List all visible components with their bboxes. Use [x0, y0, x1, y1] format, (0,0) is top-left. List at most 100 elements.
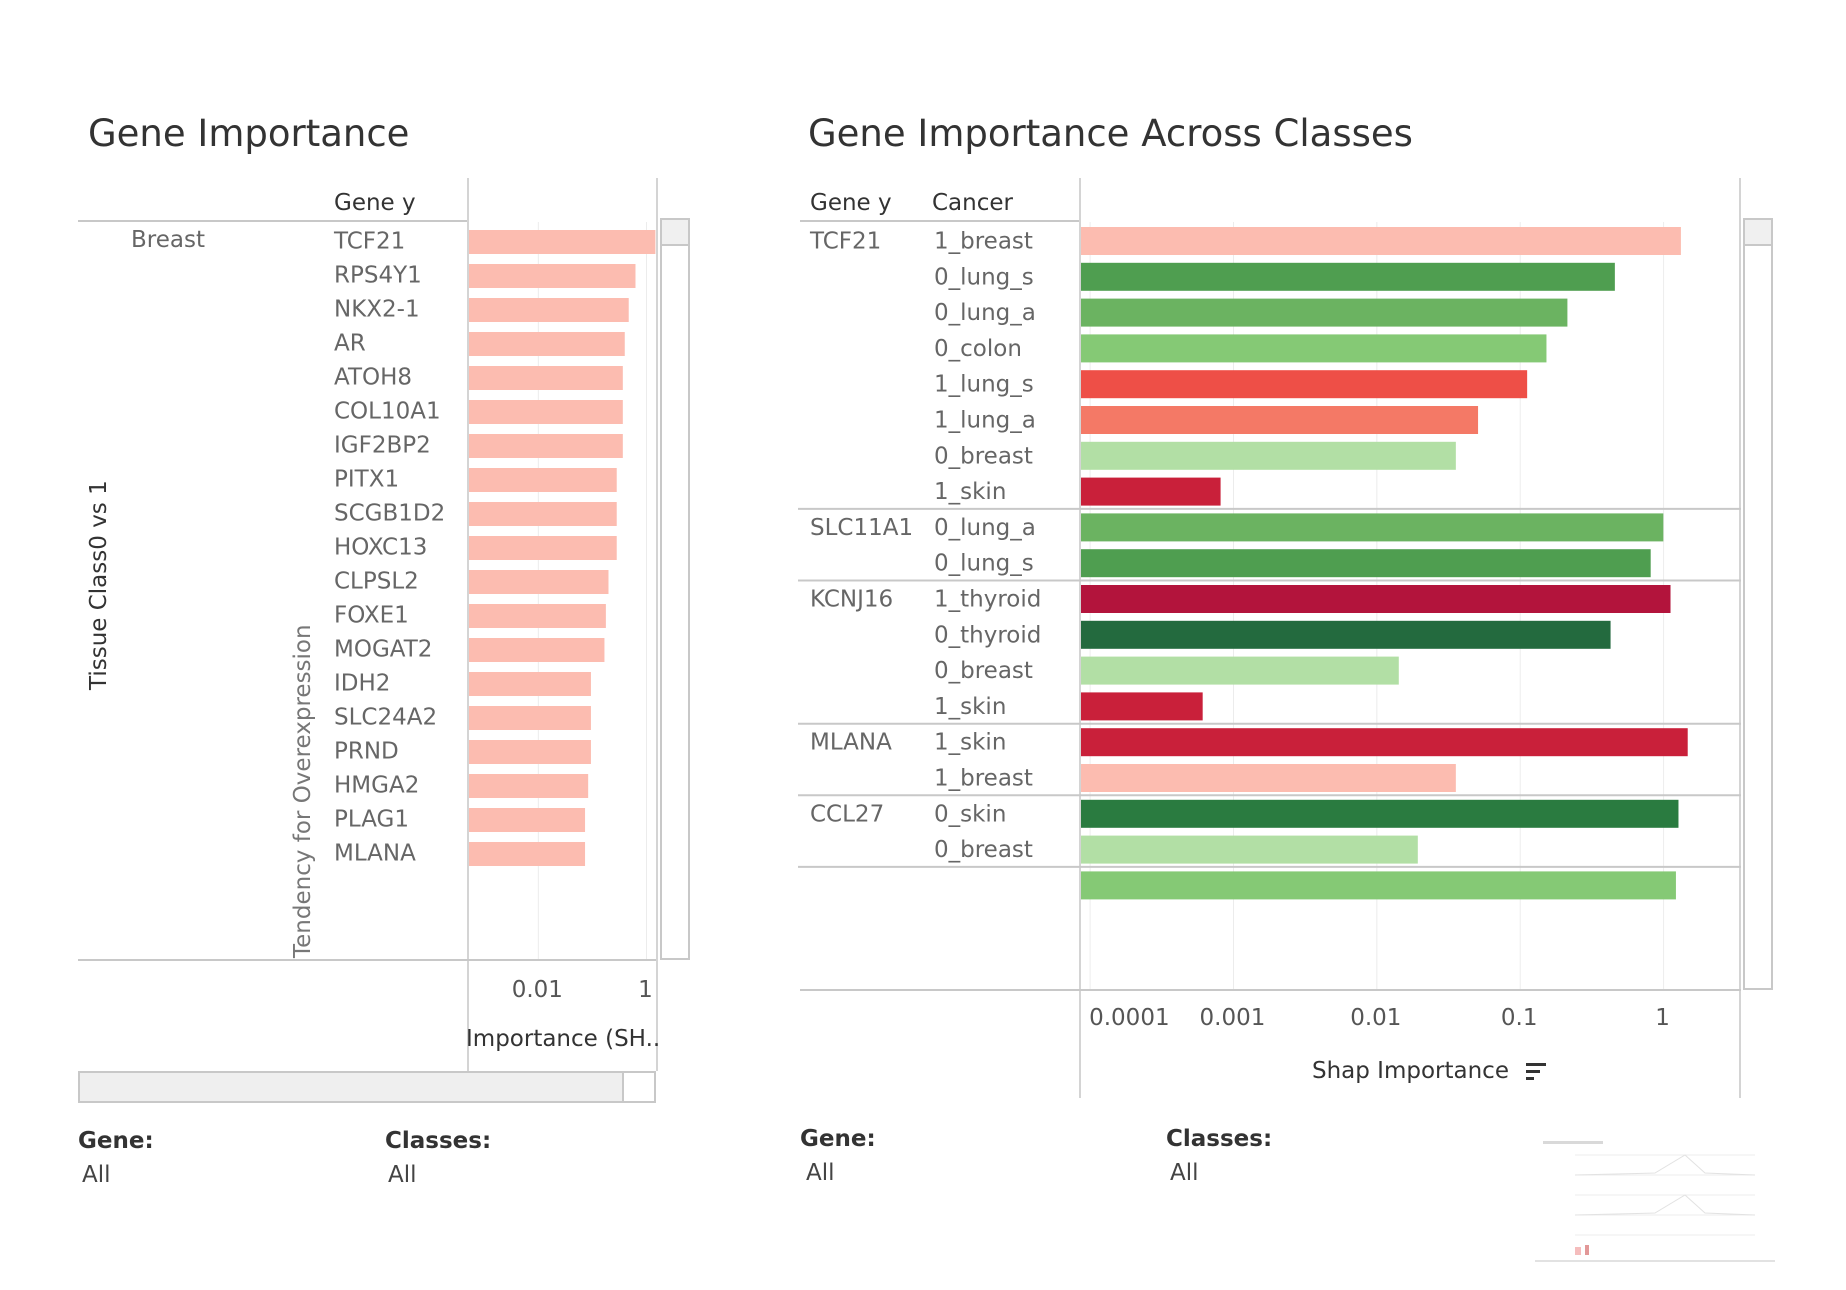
left-bar [469, 774, 589, 798]
left-classes-filter-value[interactable]: All [388, 1162, 417, 1188]
left-gene-label: HMGA2 [334, 773, 419, 799]
right-cancer-label: 1_thyroid [934, 587, 1041, 613]
left-bar-chart: TCF21 RPS4Y1 NKX2-1 AR ATOH8 COL10A1 IGF2BP2 PI… [333, 222, 656, 959]
right-cancer-label: 1_skin [934, 730, 1006, 756]
left-bar [469, 434, 623, 458]
right-bar [1081, 728, 1688, 757]
left-gene-label: SCGB1D2 [334, 501, 445, 527]
left-x-axis: 0.01 1 [512, 977, 653, 1003]
right-cancer-label: 1_breast [934, 766, 1033, 792]
left-gene-label: AR [334, 331, 366, 357]
right-cancer-label: 1_skin [934, 479, 1006, 505]
right-gene-label: MLANA [810, 730, 892, 756]
left-horizontal-scroll-thumb[interactable] [80, 1073, 624, 1101]
right-bar [1081, 585, 1671, 613]
right-bar [1081, 835, 1418, 864]
sort-descending-icon[interactable] [1524, 1061, 1548, 1083]
left-gene-label: MLANA [334, 841, 416, 867]
left-gene-label: NKX2-1 [334, 297, 420, 323]
right-cancer-label: 1_breast [934, 229, 1033, 255]
left-gene-label: MOGAT2 [334, 637, 432, 663]
right-bar [1081, 549, 1651, 578]
left-gene-label: PITX1 [334, 467, 399, 493]
right-cancer-label: 0_lung_s [934, 551, 1034, 577]
right-gene-filter-label: Gene: [800, 1126, 876, 1152]
left-rows-viewport: TCF21 RPS4Y1 NKX2-1 AR ATOH8 COL10A1 IGF2BP2 PI… [320, 222, 656, 959]
left-gene-label: PLAG1 [334, 807, 409, 833]
left-gene-filter-value[interactable]: All [82, 1162, 111, 1188]
right-x-tick-label: 0.0001 [1089, 1005, 1169, 1031]
right-bar [1081, 764, 1456, 792]
left-gene-label: FOXE1 [334, 603, 409, 629]
left-gene-header: Gene y [334, 190, 416, 216]
left-bar [469, 740, 591, 764]
right-x-axis-title-text: Shap Importance [1312, 1058, 1509, 1084]
right-bar [1081, 513, 1664, 542]
right-vertical-scroll-thumb[interactable] [1745, 220, 1771, 246]
right-x-tick-label: 0.1 [1501, 1005, 1538, 1031]
right-bar [1081, 227, 1681, 255]
left-group-axis-label: Tendency for Overexpression [290, 624, 316, 958]
left-bar [469, 230, 656, 254]
left-gene-filter-label: Gene: [78, 1128, 154, 1154]
left-bar [469, 604, 606, 628]
right-bar [1081, 799, 1679, 828]
right-gene-label: SLC11A1 [810, 515, 913, 541]
right-gene-filter-value[interactable]: All [806, 1160, 835, 1186]
right-cancer-label: 1_lung_s [934, 372, 1034, 398]
right-header-divider [800, 220, 1080, 222]
right-cancer-label: 0_breast [934, 658, 1033, 684]
right-cancer-label: 0_lung_a [934, 300, 1036, 326]
left-x-axis-title: Importance (SH.. [466, 1026, 661, 1052]
right-bar [1081, 298, 1568, 327]
left-chart-title: Gene Importance [88, 112, 410, 155]
left-bar [469, 400, 623, 424]
right-pane-divider [1079, 178, 1081, 1098]
left-gene-label: CLPSL2 [334, 569, 419, 595]
right-pane-end [1739, 178, 1741, 1098]
left-gene-label: ATOH8 [334, 365, 412, 391]
right-x-tick-label: 0.01 [1350, 1005, 1401, 1031]
left-vertical-scroll-thumb[interactable] [662, 220, 688, 246]
right-bar [1081, 334, 1547, 363]
right-cancer-label: 1_lung_a [934, 408, 1036, 434]
right-x-tick-label: 1 [1655, 1005, 1670, 1031]
dashboard-thumbnail[interactable] [1535, 1135, 1775, 1265]
right-vertical-scrollbar[interactable] [1743, 218, 1773, 990]
left-gene-label: PRND [334, 739, 399, 765]
left-bar [469, 264, 636, 288]
right-bar [1081, 692, 1203, 721]
left-pane-divider [467, 178, 469, 1071]
right-bar [1081, 262, 1615, 291]
left-bar [469, 706, 591, 730]
left-bar [469, 638, 605, 662]
left-classes-filter-label: Classes: [385, 1128, 492, 1154]
left-x-tick-label: 1 [638, 977, 653, 1003]
left-bar [469, 536, 617, 560]
right-bar [1081, 441, 1456, 470]
left-horizontal-scrollbar[interactable] [78, 1071, 656, 1103]
left-gene-label: IDH2 [334, 671, 390, 697]
right-cancer-label: 0_breast [934, 837, 1033, 863]
right-bar [1081, 656, 1399, 685]
right-gene-header: Gene y [810, 190, 892, 216]
left-vertical-scrollbar[interactable] [660, 218, 690, 960]
right-x-axis: 0.0001 0.001 0.01 0.1 1 [1089, 1005, 1670, 1031]
left-bar [469, 808, 586, 832]
right-cancer-header: Cancer [932, 190, 1013, 216]
right-cancer-label: 1_skin [934, 694, 1006, 720]
left-gene-label: RPS4Y1 [334, 263, 422, 289]
left-bar [469, 366, 623, 390]
right-gene-label: CCL27 [810, 801, 884, 827]
left-bar [469, 842, 586, 866]
right-cancer-label: 0_skin [934, 801, 1006, 827]
left-gene-label: TCF21 [333, 229, 405, 255]
left-gene-label: SLC24A2 [334, 705, 437, 731]
right-classes-filter-label: Classes: [1166, 1126, 1273, 1152]
right-x-axis-title: Shap Importance [1312, 1058, 1548, 1084]
right-chart-title: Gene Importance Across Classes [808, 112, 1413, 155]
right-cancer-label: 0_breast [934, 443, 1033, 469]
right-cancer-label: 0_thyroid [934, 622, 1041, 648]
right-classes-filter-value[interactable]: All [1170, 1160, 1199, 1186]
right-cancer-label: 0_lung_s [934, 264, 1034, 290]
